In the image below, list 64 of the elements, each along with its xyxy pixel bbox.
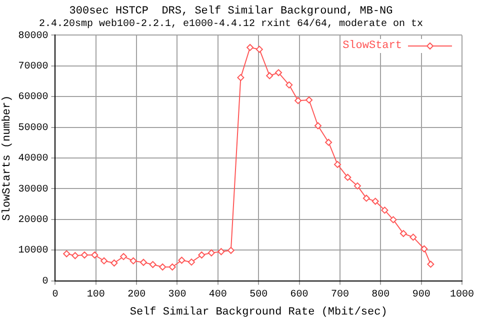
x-tick-label: 100	[86, 289, 105, 300]
point	[198, 252, 206, 259]
point	[159, 263, 166, 270]
point	[80, 252, 88, 259]
point	[275, 69, 282, 76]
x-tick-label: 900	[412, 289, 430, 300]
x-tick-label: 200	[128, 289, 146, 300]
y-tick-label: 20000	[18, 215, 48, 226]
chart-subtitle: 2.4.20smp web100-2.2.1, e1000-4.4.12 rxint 64/64, moderate on tx	[38, 18, 424, 30]
point	[237, 74, 244, 82]
point	[120, 253, 128, 260]
y-tick-label: 0	[42, 276, 48, 288]
x-tick-label: 700	[330, 289, 349, 300]
point	[140, 258, 147, 266]
point	[362, 194, 370, 202]
y-tick-label: 10000	[18, 246, 48, 257]
point	[354, 182, 361, 190]
x-tick-label: 400	[208, 289, 227, 300]
y-tick-label: 80000	[18, 30, 48, 42]
point	[410, 234, 417, 241]
y-axis-title: SlowStarts (number)	[2, 95, 14, 221]
point	[400, 230, 407, 238]
point	[188, 258, 195, 266]
x-tick-label: 500	[250, 289, 268, 300]
point	[372, 198, 379, 205]
point	[427, 260, 434, 268]
point	[286, 81, 293, 88]
point	[390, 216, 397, 224]
x-axis-title: Self Similar Background Rate (Mbit/sec)	[130, 306, 388, 318]
point	[420, 245, 428, 252]
y-tick-label: 30000	[18, 184, 48, 196]
x-tick-label: 0	[52, 289, 58, 300]
point	[314, 122, 322, 130]
point	[178, 256, 186, 264]
x-tick-label: 800	[372, 289, 390, 300]
y-tick-label: 50000	[18, 122, 48, 134]
x-tick-label: 300	[168, 289, 186, 300]
point	[306, 96, 313, 104]
y-tick-label: 40000	[18, 154, 48, 165]
point	[168, 263, 176, 270]
point	[208, 249, 215, 256]
point	[100, 257, 108, 264]
legend-label: SlowStart	[342, 39, 402, 54]
point	[218, 248, 225, 256]
point	[72, 252, 79, 260]
point	[381, 206, 388, 214]
point	[63, 250, 70, 258]
point	[149, 261, 156, 268]
point	[334, 160, 342, 168]
y-tick-label: 70000	[18, 62, 48, 73]
chart-title: 300sec HSTCP DRS, Self Similar Background, MB-NG	[69, 6, 393, 18]
point	[130, 257, 137, 264]
point	[227, 246, 234, 254]
point	[91, 252, 98, 259]
point	[246, 44, 254, 51]
x-tick-label: 1000	[450, 289, 474, 300]
y-tick-label: 60000	[18, 92, 48, 104]
point	[344, 174, 352, 181]
point	[256, 46, 263, 53]
point	[266, 72, 274, 80]
point	[325, 138, 332, 146]
x-tick-label: 600	[290, 289, 308, 300]
point	[110, 259, 118, 266]
point	[294, 97, 302, 104]
